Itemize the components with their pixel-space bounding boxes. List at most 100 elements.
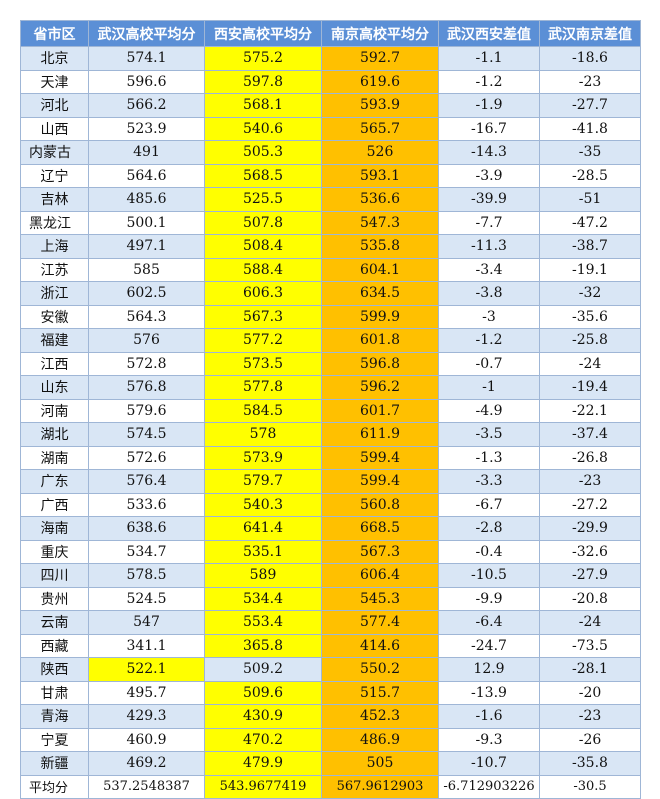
cell-wuhan-nanjing-diff[interactable]: -47.2: [539, 210, 641, 235]
cell-province[interactable]: 辽宁: [20, 163, 89, 188]
cell-nanjing-avg[interactable]: 545.3: [321, 586, 439, 611]
cell-wuhan-xian-diff[interactable]: -24.7: [438, 633, 540, 658]
cell-wuhan-avg[interactable]: 547: [88, 610, 205, 635]
cell-wuhan-nanjing-diff[interactable]: -24: [539, 351, 641, 376]
cell-wuhan-nanjing-diff[interactable]: -73.5: [539, 633, 641, 658]
cell-wuhan-xian-diff[interactable]: -6.7: [438, 492, 540, 517]
cell-wuhan-avg[interactable]: 566.2: [88, 93, 205, 118]
cell-wuhan-nanjing-diff[interactable]: -28.1: [539, 657, 641, 682]
cell-wuhan-nanjing-diff[interactable]: -38.7: [539, 234, 641, 259]
cell-xian-avg[interactable]: 525.5: [204, 187, 322, 212]
cell-wuhan-nanjing-diff[interactable]: -24: [539, 610, 641, 635]
cell-wuhan-nanjing-diff[interactable]: -41.8: [539, 116, 641, 141]
cell-province[interactable]: 四川: [20, 563, 89, 588]
cell-nanjing-avg[interactable]: 547.3: [321, 210, 439, 235]
cell-wuhan-nanjing-diff[interactable]: -32.6: [539, 539, 641, 564]
cell-wuhan-xian-diff[interactable]: -1.6: [438, 704, 540, 729]
cell-wuhan-xian-diff[interactable]: -0.7: [438, 351, 540, 376]
cell-wuhan-nanjing-diff[interactable]: -27.2: [539, 492, 641, 517]
cell-wuhan-nanjing-diff[interactable]: -32: [539, 281, 641, 306]
cell-wuhan-avg[interactable]: 572.8: [88, 351, 205, 376]
cell-wuhan-avg[interactable]: 576.8: [88, 375, 205, 400]
cell-province[interactable]: 河南: [20, 398, 89, 423]
cell-wuhan-nanjing-diff[interactable]: -29.9: [539, 516, 641, 541]
cell-province[interactable]: 海南: [20, 516, 89, 541]
cell-wuhan-avg[interactable]: 495.7: [88, 680, 205, 705]
cell-xian-avg[interactable]: 597.8: [204, 69, 322, 94]
cell-province[interactable]: 新疆: [20, 751, 89, 776]
cell-wuhan-xian-diff[interactable]: -11.3: [438, 234, 540, 259]
cell-province[interactable]: 青海: [20, 704, 89, 729]
cell-wuhan-xian-diff[interactable]: -1.1: [438, 46, 540, 71]
cell-nanjing-avg[interactable]: 593.9: [321, 93, 439, 118]
cell-nanjing-avg[interactable]: 560.8: [321, 492, 439, 517]
cell-province[interactable]: 天津: [20, 69, 89, 94]
cell-wuhan-nanjing-diff[interactable]: -18.6: [539, 46, 641, 71]
cell-xian-avg[interactable]: 553.4: [204, 610, 322, 635]
cell-nanjing-avg[interactable]: 515.7: [321, 680, 439, 705]
cell-wuhan-avg[interactable]: 537.2548387: [88, 774, 205, 799]
cell-province[interactable]: 河北: [20, 93, 89, 118]
cell-xian-avg[interactable]: 606.3: [204, 281, 322, 306]
cell-wuhan-nanjing-diff[interactable]: -37.4: [539, 422, 641, 447]
cell-province[interactable]: 吉林: [20, 187, 89, 212]
cell-wuhan-avg[interactable]: 579.6: [88, 398, 205, 423]
cell-nanjing-avg[interactable]: 577.4: [321, 610, 439, 635]
header-wuhan-nanjing-diff[interactable]: 武汉南京差值: [539, 20, 641, 47]
cell-wuhan-avg[interactable]: 576.4: [88, 469, 205, 494]
cell-wuhan-avg[interactable]: 564.6: [88, 163, 205, 188]
header-nanjing-avg[interactable]: 南京高校平均分: [321, 20, 439, 47]
cell-nanjing-avg[interactable]: 604.1: [321, 257, 439, 282]
cell-wuhan-avg[interactable]: 602.5: [88, 281, 205, 306]
cell-wuhan-avg[interactable]: 533.6: [88, 492, 205, 517]
header-wuhan-xian-diff[interactable]: 武汉西安差值: [438, 20, 540, 47]
cell-wuhan-avg[interactable]: 574.1: [88, 46, 205, 71]
cell-nanjing-avg[interactable]: 606.4: [321, 563, 439, 588]
cell-nanjing-avg[interactable]: 536.6: [321, 187, 439, 212]
cell-xian-avg[interactable]: 573.5: [204, 351, 322, 376]
cell-wuhan-xian-diff[interactable]: -13.9: [438, 680, 540, 705]
cell-wuhan-xian-diff[interactable]: -6.4: [438, 610, 540, 635]
cell-wuhan-nanjing-diff[interactable]: -28.5: [539, 163, 641, 188]
cell-nanjing-avg[interactable]: 550.2: [321, 657, 439, 682]
cell-wuhan-avg[interactable]: 585: [88, 257, 205, 282]
cell-nanjing-avg[interactable]: 567.9612903: [321, 774, 439, 799]
cell-wuhan-avg[interactable]: 574.5: [88, 422, 205, 447]
cell-xian-avg[interactable]: 540.6: [204, 116, 322, 141]
cell-wuhan-xian-diff[interactable]: -10.5: [438, 563, 540, 588]
cell-wuhan-avg[interactable]: 522.1: [88, 657, 205, 682]
cell-province[interactable]: 江苏: [20, 257, 89, 282]
cell-province[interactable]: 湖北: [20, 422, 89, 447]
cell-province[interactable]: 内蒙古: [20, 140, 89, 165]
cell-wuhan-avg[interactable]: 500.1: [88, 210, 205, 235]
cell-wuhan-xian-diff[interactable]: -1.2: [438, 69, 540, 94]
cell-province[interactable]: 西藏: [20, 633, 89, 658]
cell-province[interactable]: 福建: [20, 328, 89, 353]
cell-xian-avg[interactable]: 567.3: [204, 304, 322, 329]
cell-province[interactable]: 平均分: [20, 774, 89, 799]
cell-wuhan-avg[interactable]: 524.5: [88, 586, 205, 611]
cell-wuhan-xian-diff[interactable]: -16.7: [438, 116, 540, 141]
cell-nanjing-avg[interactable]: 619.6: [321, 69, 439, 94]
cell-xian-avg[interactable]: 509.2: [204, 657, 322, 682]
cell-wuhan-xian-diff[interactable]: -10.7: [438, 751, 540, 776]
cell-wuhan-nanjing-diff[interactable]: -35: [539, 140, 641, 165]
cell-wuhan-xian-diff[interactable]: -7.7: [438, 210, 540, 235]
cell-wuhan-xian-diff[interactable]: -39.9: [438, 187, 540, 212]
cell-province[interactable]: 贵州: [20, 586, 89, 611]
cell-xian-avg[interactable]: 641.4: [204, 516, 322, 541]
cell-wuhan-xian-diff[interactable]: -9.3: [438, 727, 540, 752]
cell-nanjing-avg[interactable]: 593.1: [321, 163, 439, 188]
cell-xian-avg[interactable]: 507.8: [204, 210, 322, 235]
cell-province[interactable]: 甘肃: [20, 680, 89, 705]
cell-wuhan-nanjing-diff[interactable]: -20.8: [539, 586, 641, 611]
cell-nanjing-avg[interactable]: 596.2: [321, 375, 439, 400]
cell-nanjing-avg[interactable]: 599.4: [321, 445, 439, 470]
cell-province[interactable]: 湖南: [20, 445, 89, 470]
cell-wuhan-avg[interactable]: 576: [88, 328, 205, 353]
cell-wuhan-avg[interactable]: 523.9: [88, 116, 205, 141]
cell-xian-avg[interactable]: 543.9677419: [204, 774, 322, 799]
cell-xian-avg[interactable]: 479.9: [204, 751, 322, 776]
cell-xian-avg[interactable]: 568.5: [204, 163, 322, 188]
header-xian-avg[interactable]: 西安高校平均分: [204, 20, 322, 47]
